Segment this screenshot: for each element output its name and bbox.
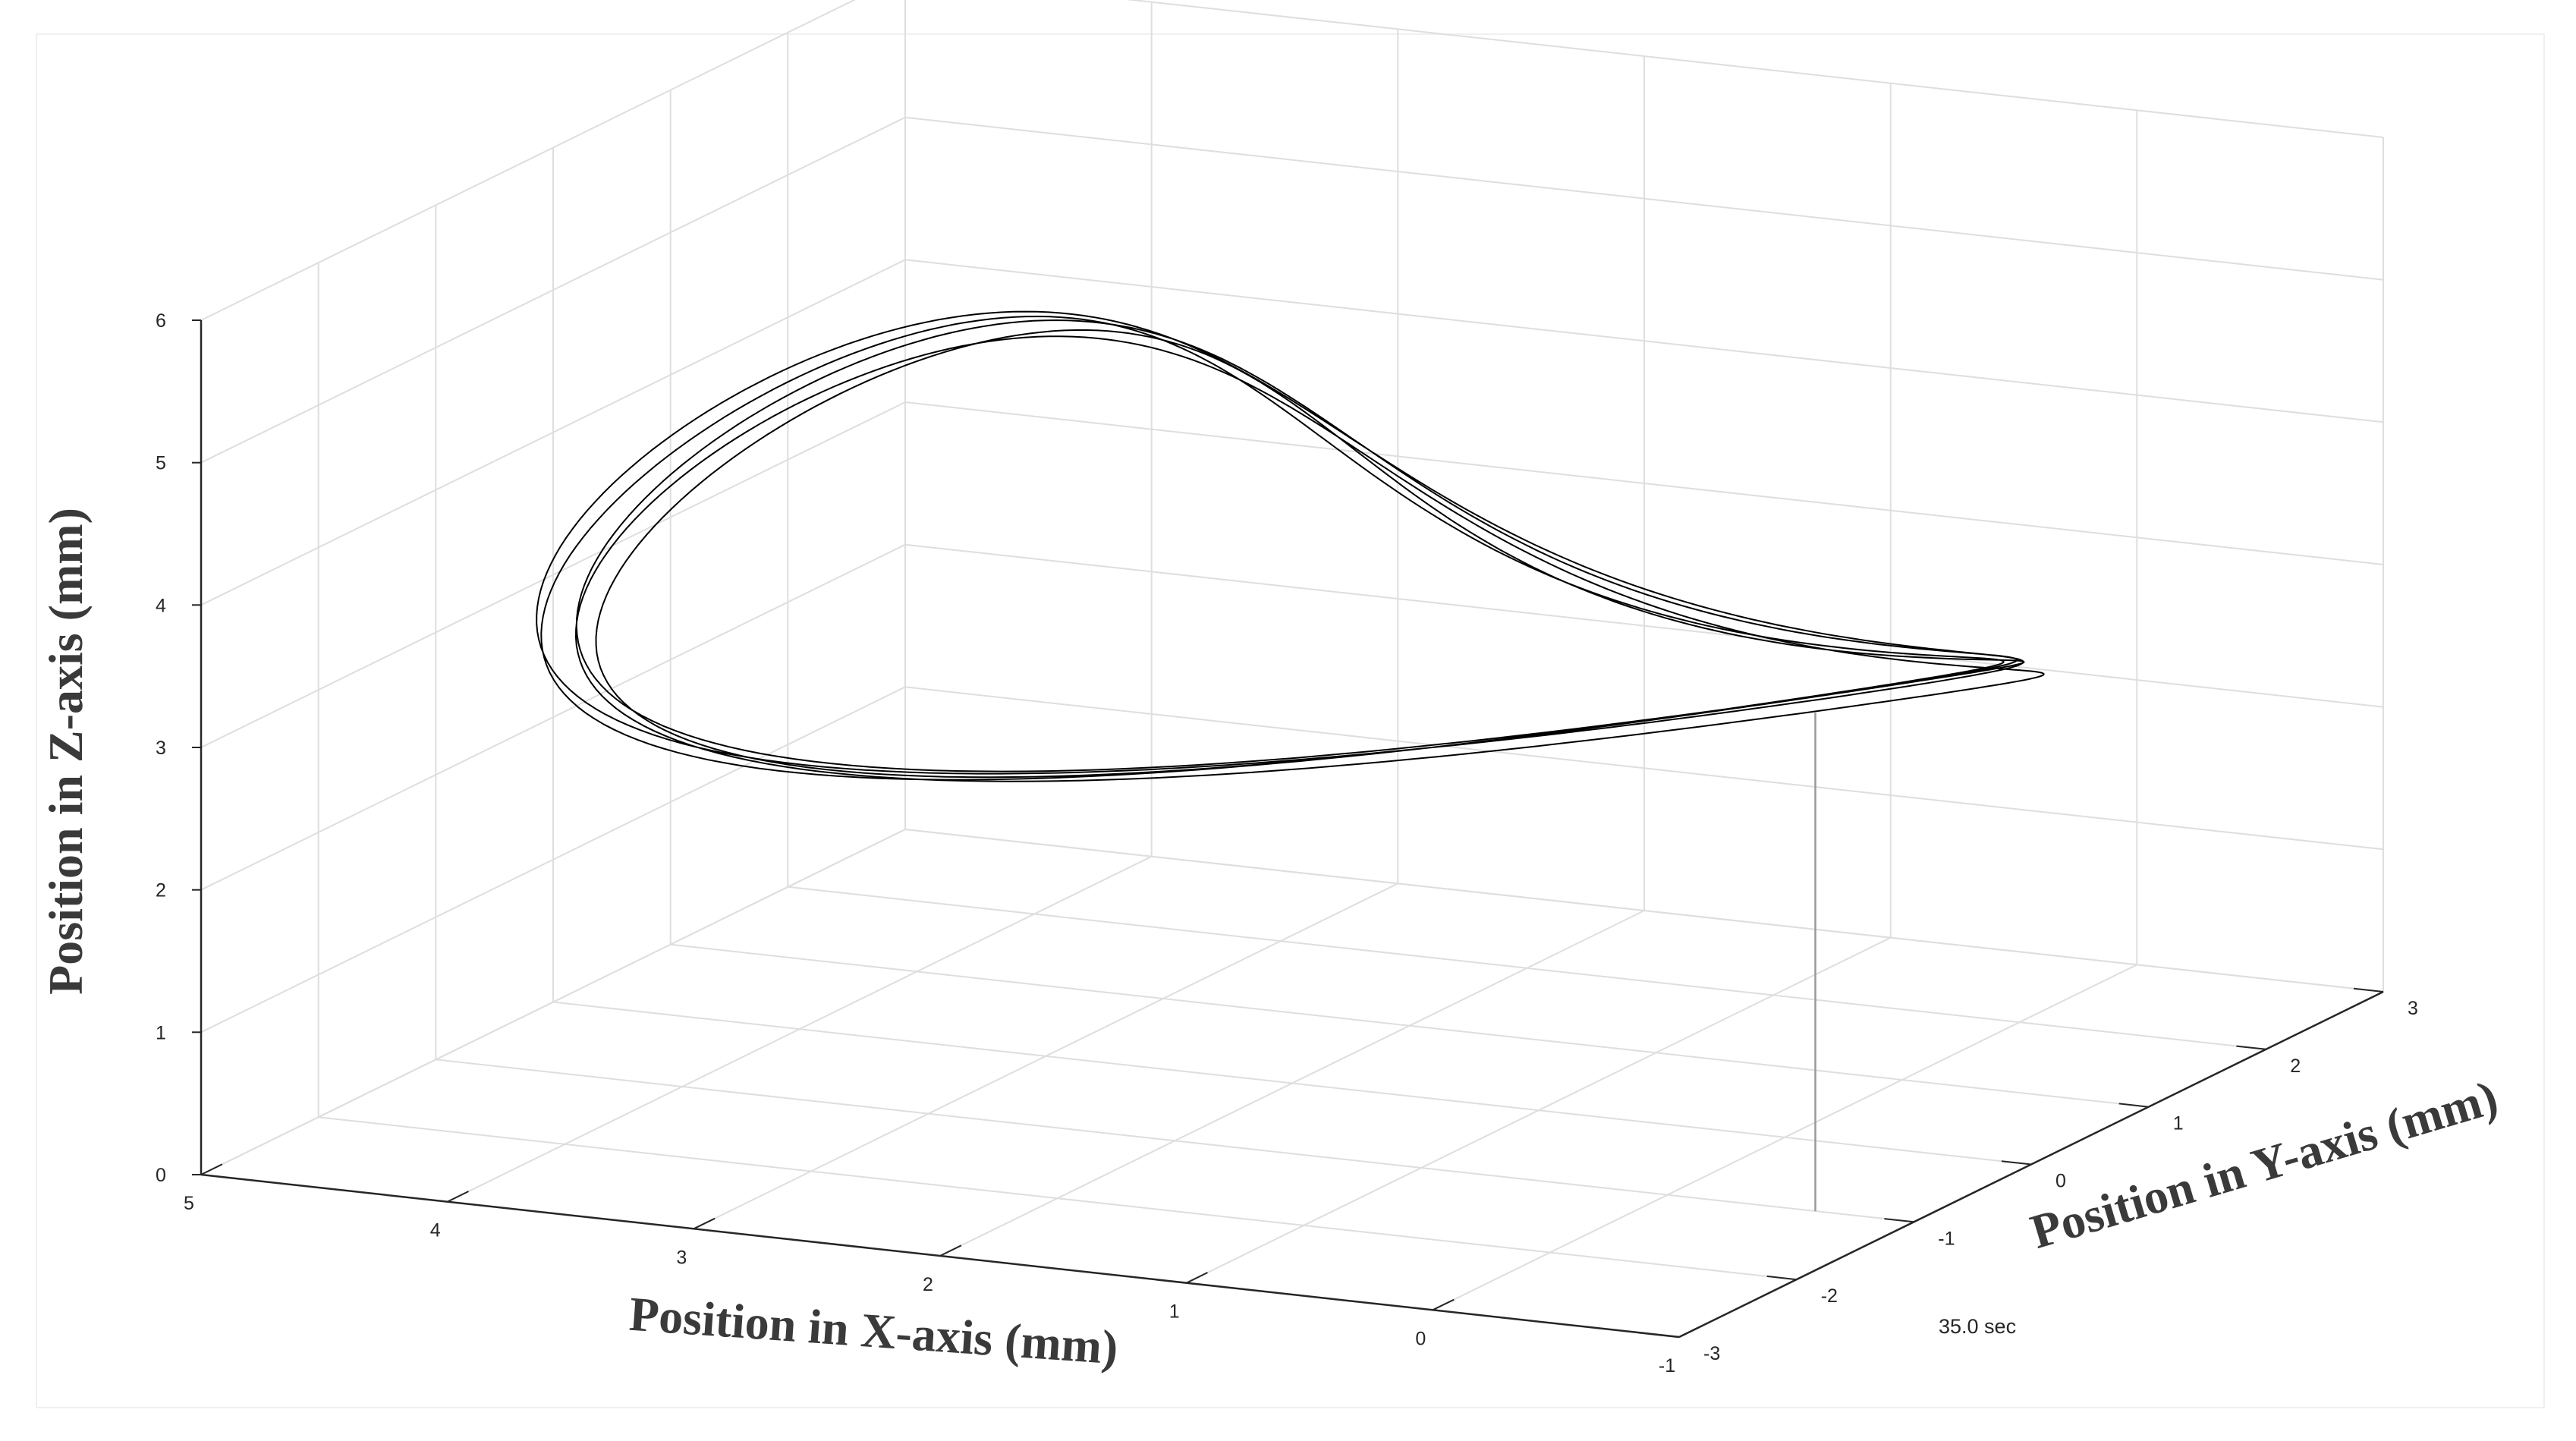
tick-labels: 5 4 3 2 1 0 -1 -3 -2 -1 0 1 2 3 0 1 2 3 4 5 6 (156, 310, 2418, 1377)
y-tick-mark (2353, 987, 2384, 993)
x-tick-label: 2 (923, 1274, 933, 1295)
y-tick-label: 0 (2055, 1171, 2066, 1192)
back-wall-grid-z (904, 686, 2384, 851)
floor-grid-y (788, 886, 2266, 1050)
back-wall-grid-z (904, 116, 2384, 281)
z-tick-label: 2 (156, 880, 166, 901)
side-wall-grid-z (200, 0, 856, 321)
back-wall-grid-z (904, 543, 2384, 708)
side-wall-grid-z (200, 116, 906, 464)
back-wall-grid-z (904, 401, 2384, 565)
x-tick-mark (693, 1217, 716, 1230)
y-tick-label: -3 (1703, 1343, 1720, 1364)
x-tick-label: 4 (430, 1220, 441, 1241)
x-tick-label: 0 (1415, 1328, 1426, 1349)
y-tick-mark (2236, 1045, 2266, 1050)
floor-grid-y (318, 1116, 1797, 1281)
z-tick-label: 0 (156, 1165, 166, 1186)
y-tick-mark (2118, 1103, 2149, 1108)
x-tick-mark (1678, 1326, 1701, 1338)
x-tick-label: 3 (676, 1247, 687, 1268)
y-tick-label: -2 (1821, 1285, 1838, 1307)
x-tick-mark (1432, 1298, 1455, 1311)
z-tick-label: 4 (156, 595, 166, 616)
side-wall-grid-z (200, 259, 906, 606)
y-tick-mark (1649, 1332, 1680, 1338)
side-wall-grid-z (200, 543, 906, 891)
z-tick-label: 1 (156, 1022, 166, 1043)
z-tick-label: 6 (156, 310, 166, 332)
back-wall-grid-z (904, 829, 2384, 993)
x-tick-mark (447, 1191, 469, 1203)
x-tick-label: -1 (1659, 1355, 1675, 1377)
x-tick-label: 5 (184, 1193, 194, 1214)
side-wall-grid-z (200, 829, 906, 1175)
y-tick-mark (1766, 1275, 1797, 1281)
back-wall-grid-z (1126, 0, 2384, 138)
y-tick-mark (2001, 1160, 2032, 1166)
side-wall-grid-z (200, 686, 906, 1034)
x-tick-mark (1186, 1272, 1208, 1284)
y-tick-label: 1 (2173, 1113, 2184, 1134)
series-group (536, 310, 2045, 1212)
y-tick-label: 3 (2408, 998, 2418, 1019)
y-tick-mark (1884, 1218, 1914, 1223)
x-tick-mark (939, 1244, 962, 1257)
x-tick-mark (200, 1163, 223, 1175)
z-tick-label: 5 (156, 453, 166, 474)
side-wall-grid-z (200, 401, 906, 748)
z-tick-label: 3 (156, 738, 166, 759)
figure-frame (36, 33, 2545, 1408)
x-tick-label: 1 (1169, 1301, 1180, 1323)
floor-grid-y (670, 943, 2149, 1108)
floor-grid-y (552, 1001, 2032, 1166)
y-tick-label: 2 (2290, 1056, 2301, 1077)
floor-grid-y (436, 1059, 1914, 1223)
time-annotation: 35.0 sec (1939, 1315, 2016, 1338)
tick-marks (192, 319, 2384, 1338)
back-wall-grid-z (904, 259, 2384, 423)
y-tick-label: -1 (1938, 1228, 1955, 1249)
z-axis-label: Position in Z-axis (mm) (39, 508, 93, 995)
trajectory-line (536, 310, 2045, 782)
